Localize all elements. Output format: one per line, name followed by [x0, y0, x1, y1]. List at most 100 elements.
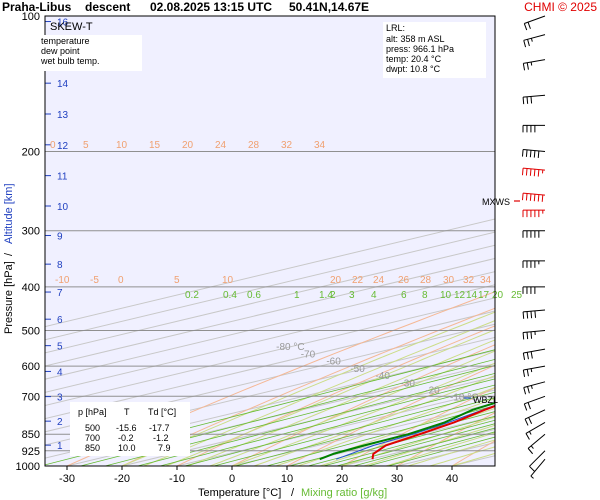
dry-adiabat-label: 34	[480, 275, 492, 286]
mixing-ratio-line	[367, 431, 495, 466]
mixing-ratio-label: 12	[454, 290, 466, 301]
wind-barb	[522, 94, 546, 105]
wind-barb-flag	[527, 402, 531, 410]
wind-barb-flag	[523, 40, 527, 48]
isotherm-line	[45, 297, 495, 407]
temperature-tick-label: -10	[169, 473, 185, 485]
plot-frame	[44, 15, 496, 467]
wind-barb	[522, 230, 545, 238]
isotherm-label: -60	[326, 357, 341, 368]
mixing-ratio-line	[387, 436, 495, 466]
dry-adiabat-label: 32	[463, 275, 475, 286]
wind-barb-flag	[534, 310, 537, 318]
altitude-tick-label: 5	[57, 342, 63, 353]
wind-barb	[521, 192, 546, 202]
dry-adiabat-label: 24	[373, 275, 385, 286]
wind-barb-flag	[526, 62, 529, 70]
table-header-td: Td [°C]	[148, 407, 176, 417]
mixing-ratio-line	[266, 405, 495, 466]
wind-barb	[522, 124, 545, 133]
mixing-ratio-label: 1.4	[319, 290, 333, 301]
wind-barb-flag	[526, 352, 529, 360]
wind-barb	[523, 15, 546, 31]
y-axis-sep: /	[3, 252, 15, 256]
mixing-ratio-line	[336, 423, 495, 466]
dry-adiabat-label: 26	[398, 275, 410, 286]
wind-barb-half-flag	[530, 368, 533, 373]
pressure-tick-label: 600	[22, 361, 40, 373]
pressure-tick-label: 1000	[16, 461, 40, 473]
wind-barb	[522, 365, 546, 377]
wind-barb-flag	[527, 39, 530, 47]
isotherm-line	[45, 218, 495, 328]
table-cell: -15.6	[116, 423, 137, 433]
moist-adiabat-line	[275, 386, 495, 466]
chart-title: SKEW-T	[50, 21, 93, 33]
mixing-ratio-line	[235, 397, 495, 466]
wind-barb-flag	[527, 386, 530, 394]
wind-barb-flag	[529, 465, 535, 472]
axes	[44, 15, 496, 467]
header-station: Praha-Libus	[2, 0, 72, 14]
mixing-ratio-label: 4	[371, 290, 377, 301]
wind-barb-staff	[523, 330, 546, 333]
wind-barb-staff	[523, 59, 546, 64]
wind-barb-flag	[533, 169, 536, 177]
isotherm-label: -40	[375, 371, 390, 382]
lrl-press: press: 966.1 hPa	[386, 44, 454, 54]
wind-barb-flag	[524, 418, 529, 426]
wind-barb-flag	[523, 387, 527, 395]
altitude-tick-label: 9	[57, 231, 63, 242]
isotherm-line	[45, 310, 495, 420]
isotherm-line	[121, 376, 495, 466]
table-cell: 700	[85, 433, 100, 443]
wind-barb-flag	[529, 150, 532, 158]
wind-barb-flag	[533, 194, 536, 202]
wind-barb-staff	[524, 15, 546, 24]
wind-barb	[522, 309, 546, 319]
lrl-temp: temp: 20.4 °C	[386, 54, 442, 64]
wind-barb-flag	[537, 150, 540, 158]
mixing-ratio-label: 1	[294, 290, 300, 301]
wind-barb-staff	[523, 34, 546, 41]
mxws-label: MXWS	[482, 197, 510, 207]
isotherm-line	[45, 336, 495, 446]
wind-barb-flag	[523, 403, 528, 411]
wind-barb-flag	[525, 433, 530, 440]
pressure-tick-label: 700	[22, 391, 40, 403]
wind-barb-staff	[529, 450, 546, 467]
altitude-tick-label: 8	[57, 260, 63, 271]
wind-barb-flag	[528, 417, 533, 424]
mixing-ratio-label: 10	[440, 290, 452, 301]
wind-barb-flag	[529, 193, 532, 201]
mixing-ratio-line	[353, 427, 495, 466]
moist-adiabat-line	[253, 374, 495, 466]
pressure-tick-label: 850	[22, 429, 40, 441]
wind-barb-flag	[541, 194, 544, 202]
pressure-tick-label: 400	[22, 282, 40, 294]
altitude-tick-label: 10	[57, 202, 69, 213]
mixing-ratio-line	[105, 364, 495, 466]
wind-barb-flag	[522, 63, 526, 71]
moist-adiabat-line	[297, 397, 495, 466]
wind-barb	[522, 209, 545, 218]
isotherm-label: -20	[425, 385, 440, 396]
mixing-ratio-line	[213, 391, 495, 466]
wind-barb	[522, 260, 545, 268]
dry-adiabat-line	[562, 16, 600, 466]
pressure-tick-label: 100	[22, 11, 40, 23]
wind-barb-flag	[522, 97, 525, 105]
dry-adiabat-label: 30	[443, 275, 455, 286]
mixing-ratio-line	[160, 378, 495, 466]
wind-barb-half-flag	[530, 445, 534, 449]
x-axis-sep: /	[291, 487, 295, 499]
header-mode: descent	[85, 0, 131, 14]
wind-barb	[524, 409, 546, 426]
wind-barb-half-flag	[528, 431, 532, 435]
legend-wet-bulb: wet bulb temp.	[40, 56, 100, 66]
dry-adiabat-label: 32	[281, 140, 293, 151]
temperature-tick-label: 40	[446, 473, 458, 485]
wind-barb-staff	[523, 149, 546, 152]
dry-adiabat-label: 10	[116, 140, 128, 151]
